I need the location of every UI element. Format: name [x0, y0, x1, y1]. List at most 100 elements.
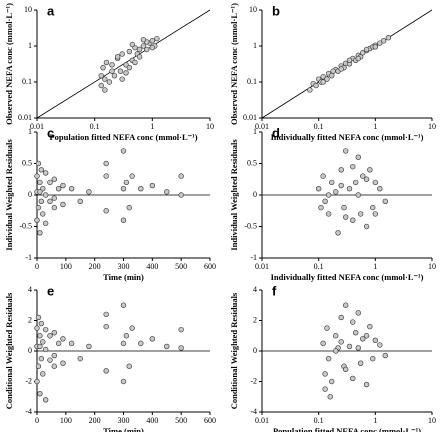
x-tick-label: 400 — [146, 416, 158, 425]
y-tick-label: -4 — [250, 407, 257, 416]
point — [313, 82, 319, 89]
point — [120, 186, 127, 192]
point — [34, 173, 40, 179]
point — [324, 76, 330, 82]
point — [38, 355, 45, 362]
y-tick-label: 4 — [253, 285, 257, 294]
x-tick-label: 0.01 — [255, 122, 269, 131]
y-axis-label: Individual Weighted Residuals — [229, 139, 239, 251]
point — [138, 340, 144, 347]
y-tick-label: 0 — [253, 346, 257, 355]
y-tick-label: 0.1 — [22, 77, 32, 86]
y-tick-label: -4 — [25, 407, 32, 416]
point — [343, 302, 349, 308]
point — [355, 192, 361, 198]
point — [324, 325, 330, 331]
point — [119, 76, 125, 82]
point — [123, 333, 130, 339]
point — [144, 46, 150, 53]
point — [38, 198, 45, 205]
point — [352, 179, 359, 186]
point — [123, 179, 130, 186]
point — [68, 186, 75, 192]
point — [34, 217, 40, 223]
point — [352, 330, 359, 336]
point — [129, 325, 135, 331]
point — [37, 343, 43, 350]
y-tick-label: 0 — [253, 190, 257, 199]
x-tick-label: 1 — [373, 122, 377, 131]
x-tick-label: 100 — [60, 262, 72, 271]
point — [103, 311, 109, 318]
x-tick-label: 300 — [118, 416, 130, 425]
point — [363, 381, 370, 388]
x-tick-label: 600 — [204, 262, 216, 271]
point — [335, 230, 341, 236]
y-tick-label: 1 — [28, 41, 32, 50]
point — [164, 343, 170, 350]
y-tick-label: 10 — [249, 5, 257, 14]
point — [103, 173, 109, 179]
point — [377, 40, 383, 46]
point — [42, 397, 49, 403]
point — [60, 201, 66, 208]
point — [355, 345, 361, 351]
point — [350, 319, 356, 325]
x-tick-label: 1 — [373, 262, 377, 271]
point — [338, 66, 344, 72]
point — [37, 391, 43, 397]
point — [382, 352, 389, 359]
point — [77, 198, 83, 205]
point — [132, 59, 138, 66]
panel-letter: a — [47, 3, 55, 18]
point — [338, 339, 344, 345]
point — [37, 230, 43, 236]
x-tick-label: 10 — [428, 416, 436, 425]
point — [343, 366, 349, 372]
y-axis-label: Observed NEFA conc (mmol·L⁻¹) — [4, 3, 14, 125]
point — [117, 68, 124, 74]
y-tick-label: 0.01 — [243, 113, 257, 122]
point — [363, 333, 370, 339]
point — [360, 336, 366, 342]
point — [103, 208, 109, 214]
point — [102, 87, 108, 93]
point — [114, 54, 121, 60]
point — [315, 186, 322, 192]
point — [38, 320, 45, 327]
point — [367, 167, 373, 173]
point — [37, 179, 43, 186]
point — [35, 204, 42, 211]
point — [318, 204, 324, 211]
point — [34, 378, 40, 385]
x-axis-label: Population fitted NEFA conc (mmol·L⁻¹) — [49, 132, 197, 142]
y-tick-label: 0 — [28, 346, 32, 355]
point — [37, 189, 43, 195]
point — [333, 333, 339, 339]
point — [47, 333, 53, 339]
point — [329, 179, 335, 186]
x-axis-label: Individually fitted NEFA conc (mmol·L⁻¹) — [271, 272, 424, 282]
point — [77, 355, 83, 362]
y-tick-label: -0.5 — [19, 221, 32, 230]
point — [355, 154, 361, 160]
y-axis-label: Conditional Weighted Residuals — [229, 292, 239, 409]
x-tick-label: 10 — [428, 122, 436, 131]
point — [363, 46, 370, 53]
point — [60, 360, 66, 366]
point — [111, 72, 118, 79]
point — [140, 43, 147, 49]
panel: 0 100 200 300 400 500 600 -4 -2 0 2 4 e Time (min) Con… — [4, 283, 216, 432]
point — [47, 179, 53, 186]
x-tick-label: 100 — [60, 416, 72, 425]
point — [333, 189, 339, 195]
point — [60, 182, 66, 189]
point — [129, 173, 135, 179]
panel: 0.01 0.1 1 10 0.01 0.1 1 10 a Population fitted N… — [4, 3, 214, 142]
point — [346, 343, 353, 350]
x-tick-label: 200 — [89, 262, 101, 271]
y-tick-label: 1 — [28, 127, 32, 136]
y-axis-label: Individual Weighted Residuals — [4, 139, 14, 251]
panel-letter: b — [272, 3, 280, 18]
point — [372, 179, 379, 186]
